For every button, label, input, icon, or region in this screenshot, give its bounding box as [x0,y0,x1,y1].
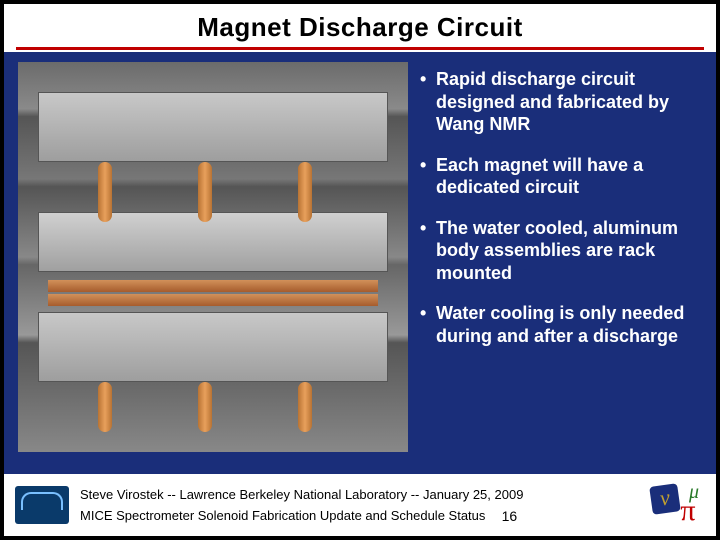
mice-logo: ν μ π [644,478,708,532]
lbl-logo [12,478,72,532]
footer-author-line: Steve Virostek -- Lawrence Berkeley Nati… [80,487,636,502]
footer-text: Steve Virostek -- Lawrence Berkeley Nati… [80,478,636,532]
bullet-list: Rapid discharge circuit designed and fab… [418,62,702,464]
bullet-item: The water cooled, aluminum body assembli… [420,217,698,285]
hardware-photo [18,62,408,452]
bullet-item: Water cooling is only needed during and … [420,302,698,347]
slide-title: Magnet Discharge Circuit [4,12,716,43]
bullet-item: Rapid discharge circuit designed and fab… [420,68,698,136]
title-underline [16,47,704,50]
content-area: Rapid discharge circuit designed and fab… [4,52,716,474]
page-number: 16 [497,508,521,524]
footer-subtitle: MICE Spectrometer Solenoid Fabrication U… [80,508,485,523]
bullet-item: Each magnet will have a dedicated circui… [420,154,698,199]
title-area: Magnet Discharge Circuit [4,4,716,52]
footer: Steve Virostek -- Lawrence Berkeley Nati… [4,474,716,536]
slide: Magnet Discharge Circuit Rapid discharge… [0,0,720,540]
